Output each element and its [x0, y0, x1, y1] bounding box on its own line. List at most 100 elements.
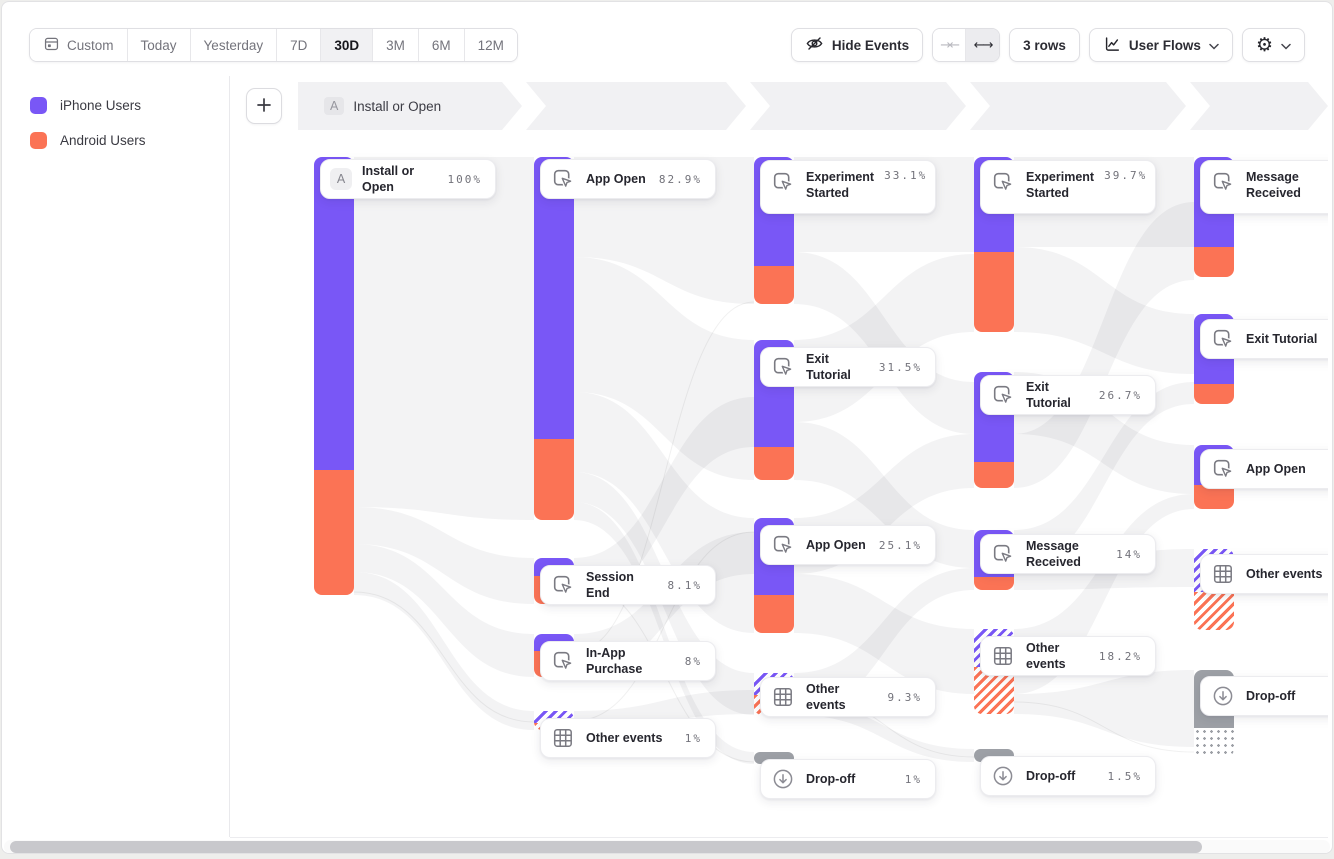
- node-percentage: 1%: [904, 772, 922, 786]
- flow-node-card-c2-other-events[interactable]: Other events 1%: [540, 718, 716, 758]
- flow-node-card-c3-other-events[interactable]: Other events 9.3%: [760, 677, 936, 717]
- bar-segment-android: [754, 595, 794, 633]
- sankey-hairline: [1013, 701, 1195, 753]
- collapse-columns-button[interactable]: →←: [933, 29, 967, 61]
- sankey-hairline: [573, 301, 755, 653]
- flow-node-card-c5-message-received[interactable]: Message Received: [1200, 160, 1328, 214]
- toolbar: Custom Today Yesterday 7D 30D 3M 6M 12M Hide Ev…: [2, 2, 1332, 76]
- drop-off-icon: [770, 766, 796, 792]
- plus-icon: [256, 97, 272, 116]
- flow-node-card-c3-experiment-started[interactable]: Experiment Started 33.1%: [760, 160, 936, 214]
- date-range-label: 12M: [477, 37, 504, 53]
- date-range-12m[interactable]: 12M: [464, 29, 517, 61]
- breadcrumb-step-5[interactable]: [1190, 82, 1328, 130]
- breadcrumb-step-2[interactable]: [526, 82, 746, 130]
- view-selector[interactable]: User Flows: [1088, 28, 1233, 62]
- date-range-label: Custom: [67, 37, 114, 53]
- flow-node-card-c1-install-or-open[interactable]: A Install or Open 100%: [320, 159, 496, 199]
- flow-node-card-c5-app-open[interactable]: App Open: [1200, 449, 1328, 489]
- flow-node-card-c2-session-end[interactable]: Session End 8.1%: [540, 565, 716, 605]
- spacing-toggle: →← ←→: [932, 28, 1001, 62]
- breadcrumb-step-3[interactable]: [750, 82, 966, 130]
- date-range-today[interactable]: Today: [127, 29, 191, 61]
- node-label: Other events: [806, 681, 846, 712]
- event-icon: [770, 354, 796, 380]
- events-group-icon: [990, 643, 1016, 669]
- view-label: User Flows: [1128, 37, 1201, 53]
- sankey-ribbon: [354, 544, 534, 677]
- date-range-custom[interactable]: Custom: [30, 29, 128, 61]
- node-label: App Open: [586, 171, 646, 186]
- node-label: Exit Tutorial: [806, 351, 851, 382]
- step-a-badge: A: [330, 168, 352, 190]
- flow-node-card-c4-experiment-started[interactable]: Experiment Started 39.7%: [980, 160, 1156, 214]
- event-icon: [990, 382, 1016, 408]
- date-range-3m[interactable]: 3M: [373, 29, 419, 61]
- legend-item-iphone-users[interactable]: iPhone Users: [30, 97, 146, 114]
- node-percentage: 31.5%: [878, 360, 922, 374]
- bar-segment-android: [974, 462, 1014, 488]
- date-range-30d[interactable]: 30D: [321, 29, 374, 61]
- sidebar-divider: [229, 76, 230, 837]
- horizontal-scrollbar-thumb[interactable]: [10, 841, 1202, 853]
- event-icon: [1210, 169, 1236, 195]
- breadcrumb-step-1[interactable]: A Install or Open: [298, 82, 522, 130]
- node-label: Install or Open: [362, 163, 415, 194]
- node-percentage: 14%: [1116, 547, 1142, 561]
- series-legend: iPhone Users Android Users: [30, 97, 146, 149]
- bar-segment-android: [974, 577, 1014, 590]
- sankey-hairline: [353, 591, 535, 723]
- flow-node-bar-c2-app-open[interactable]: [534, 157, 574, 520]
- sankey-ribbon: [1014, 670, 1194, 747]
- drop-off-icon: [1210, 683, 1236, 709]
- event-icon: [550, 166, 576, 192]
- node-label: Other events: [1026, 640, 1066, 671]
- flow-node-bar-c1-install-or-open[interactable]: [314, 157, 354, 595]
- events-group-icon: [550, 725, 576, 751]
- calendar-icon: [43, 35, 60, 55]
- flow-node-card-c2-app-open[interactable]: App Open 82.9%: [540, 159, 716, 199]
- event-icon: [990, 169, 1016, 195]
- flow-node-card-c5-other-events[interactable]: Other events: [1200, 554, 1328, 594]
- breadcrumb-step-4[interactable]: [970, 82, 1186, 130]
- date-range-yesterday[interactable]: Yesterday: [190, 29, 278, 61]
- event-icon: [550, 648, 576, 674]
- bar-segment-android-hatch: [1194, 592, 1234, 630]
- node-label: In-App Purchase: [586, 645, 643, 676]
- bar-segment-iphone: [314, 157, 354, 470]
- settings-button[interactable]: ⚙: [1241, 28, 1305, 62]
- flow-node-card-c3-exit-tutorial[interactable]: Exit Tutorial 31.5%: [760, 347, 936, 387]
- bar-segment-iphone: [534, 157, 574, 439]
- flow-node-card-c5-drop-off[interactable]: Drop-off: [1200, 676, 1328, 716]
- event-icon: [990, 541, 1016, 567]
- sankey-ribbon: [794, 574, 974, 694]
- flow-node-card-c2-in-app-purchase[interactable]: In-App Purchase 8%: [540, 641, 716, 681]
- legend-swatch: [30, 97, 47, 114]
- sankey-ribbon: [794, 252, 974, 434]
- rows-button[interactable]: 3 rows: [1009, 28, 1080, 62]
- event-icon: [770, 169, 796, 195]
- hide-events-button[interactable]: Hide Events: [790, 28, 924, 62]
- event-icon: [1210, 326, 1236, 352]
- date-range-6m[interactable]: 6M: [418, 29, 465, 61]
- flow-node-card-c4-drop-off[interactable]: Drop-off 1.5%: [980, 756, 1156, 796]
- legend-item-android-users[interactable]: Android Users: [30, 132, 146, 149]
- add-step-button[interactable]: [246, 88, 282, 124]
- expand-columns-button[interactable]: ←→: [966, 29, 1000, 61]
- sankey-ribbon: [574, 257, 754, 480]
- flow-node-card-c3-drop-off[interactable]: Drop-off 1%: [760, 759, 936, 799]
- horizontal-scrollbar[interactable]: [4, 840, 1330, 853]
- step-badge: A: [324, 97, 344, 115]
- bar-segment-dropoff-dots: [1194, 728, 1234, 757]
- flow-chart: A Install or Open 100% App Open 82.9% Session…: [230, 130, 1328, 837]
- flow-node-card-c5-exit-tutorial[interactable]: Exit Tutorial: [1200, 319, 1328, 359]
- flow-node-card-c3-app-open[interactable]: App Open 25.1%: [760, 525, 936, 565]
- sankey-ribbon: [794, 702, 974, 762]
- node-percentage: 39.7%: [1104, 169, 1148, 182]
- flow-node-card-c4-message-received[interactable]: Message Received 14%: [980, 534, 1156, 574]
- flow-node-card-c4-other-events[interactable]: Other events 18.2%: [980, 636, 1156, 676]
- date-range-7d[interactable]: 7D: [277, 29, 322, 61]
- flow-node-card-c4-exit-tutorial[interactable]: Exit Tutorial 26.7%: [980, 375, 1156, 415]
- node-percentage: 26.7%: [1098, 388, 1142, 402]
